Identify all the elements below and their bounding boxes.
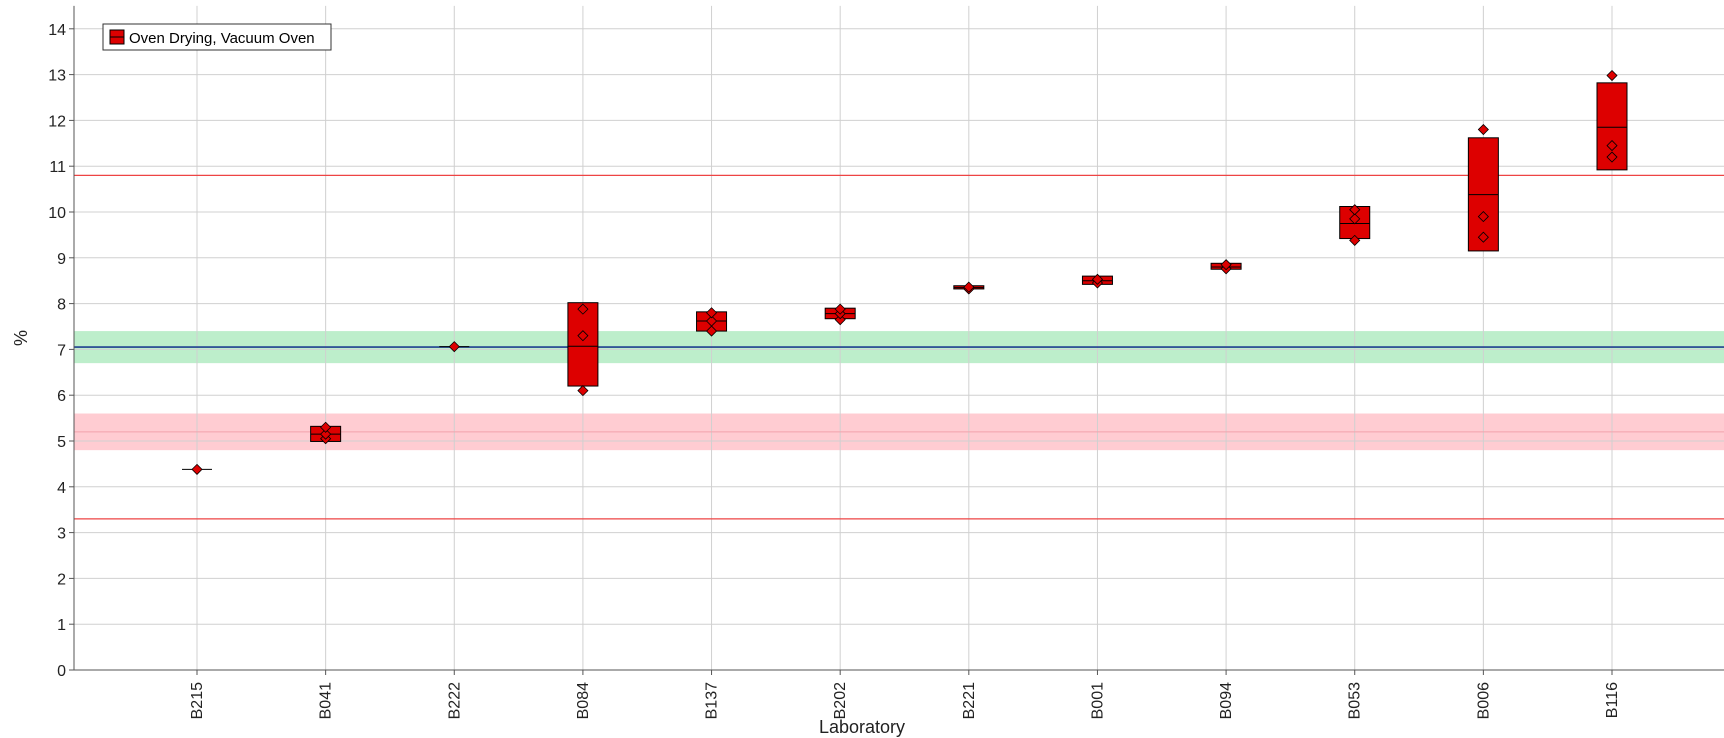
y-tick-label: 6: [57, 388, 66, 405]
legend-label: Oven Drying, Vacuum Oven: [129, 30, 315, 47]
y-tick-label: 10: [48, 205, 66, 222]
y-tick-label: 7: [57, 342, 66, 359]
y-tick-label: 13: [48, 68, 66, 85]
box-B084: [567, 302, 599, 387]
point-B084: [577, 385, 589, 397]
x-tick-label: B202: [832, 682, 849, 719]
x-tick-label: B116: [1604, 682, 1621, 718]
x-tick-label: B222: [446, 682, 463, 719]
y-tick-label: 4: [57, 480, 66, 497]
point-B084: [577, 303, 589, 315]
reference-lines: [74, 174, 1724, 520]
y-tick-label: 2: [57, 571, 66, 588]
point-B202: [834, 303, 846, 315]
point-B116: [1606, 69, 1618, 82]
x-tick-label: B006: [1475, 682, 1492, 719]
y-tick-label: 5: [57, 434, 66, 451]
point-B137: [705, 315, 718, 327]
y-tick-label: 1: [57, 617, 66, 634]
x-tick-label: B053: [1347, 682, 1364, 719]
point-B137: [705, 325, 718, 337]
y-tick-label: 9: [57, 251, 66, 268]
point-B006: [1477, 231, 1489, 243]
point-B221: [963, 281, 975, 293]
y-tick-label: 14: [48, 22, 66, 39]
x-tick-label: B001: [1089, 682, 1106, 719]
y-tick-label: 0: [57, 663, 66, 680]
point-B006: [1477, 123, 1489, 136]
y-tick-label: 12: [48, 113, 66, 130]
x-tick-label: B084: [575, 682, 592, 719]
x-axis-title: Laboratory: [819, 717, 905, 737]
point-B202: [834, 314, 846, 326]
y-tick-label: 3: [57, 526, 66, 543]
point-B053: [1349, 204, 1361, 216]
point-B215: [191, 463, 203, 475]
legend-frame: [102, 23, 332, 51]
y-axis-title: %: [11, 330, 31, 346]
point-B053: [1349, 213, 1361, 225]
x-tick-label: B215: [189, 682, 206, 719]
x-tick-label: B137: [704, 682, 721, 719]
y-tick-label: 8: [57, 297, 66, 314]
point-B222: [448, 341, 460, 353]
point-B006: [1477, 211, 1489, 223]
legend: Oven Drying, Vacuum Oven: [102, 23, 332, 51]
y-tick-label: 11: [49, 159, 66, 176]
x-tick-label: B221: [961, 682, 978, 719]
point-B094: [1220, 259, 1232, 271]
point-B137: [705, 307, 718, 319]
point-B041: [320, 421, 332, 433]
point-B041: [320, 428, 332, 440]
point-B053: [1349, 234, 1361, 246]
point-B116: [1606, 151, 1618, 163]
x-tick-label: B094: [1218, 682, 1235, 719]
x-tick-label: B041: [318, 682, 335, 719]
point-B001: [1091, 273, 1104, 285]
data-marks: [182, 69, 1628, 475]
point-B084: [577, 330, 589, 342]
point-B116: [1606, 140, 1618, 152]
